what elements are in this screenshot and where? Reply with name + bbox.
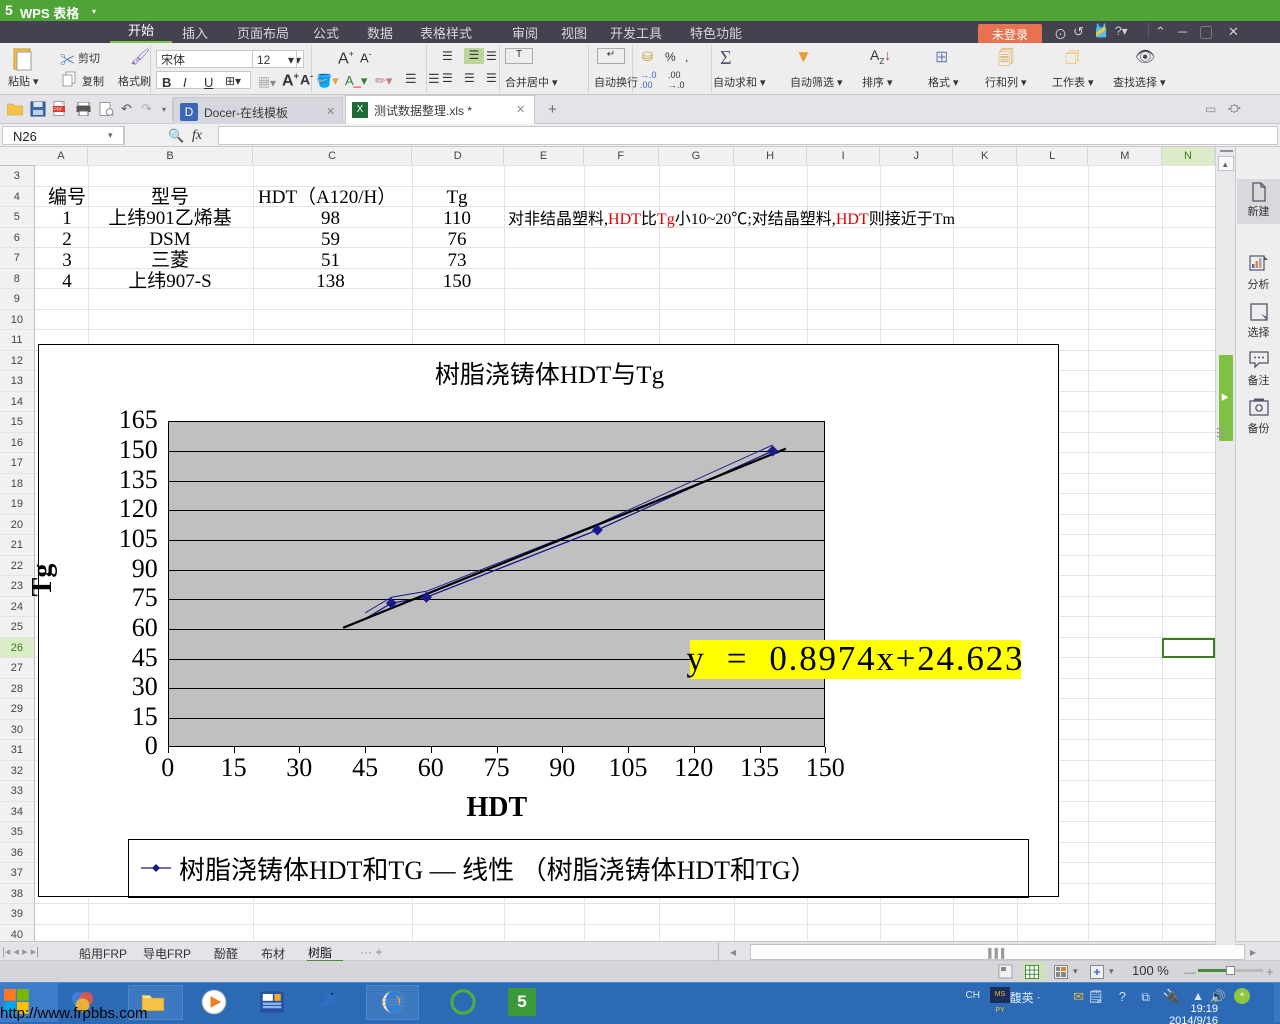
- svg-text:PDF: PDF: [54, 107, 63, 112]
